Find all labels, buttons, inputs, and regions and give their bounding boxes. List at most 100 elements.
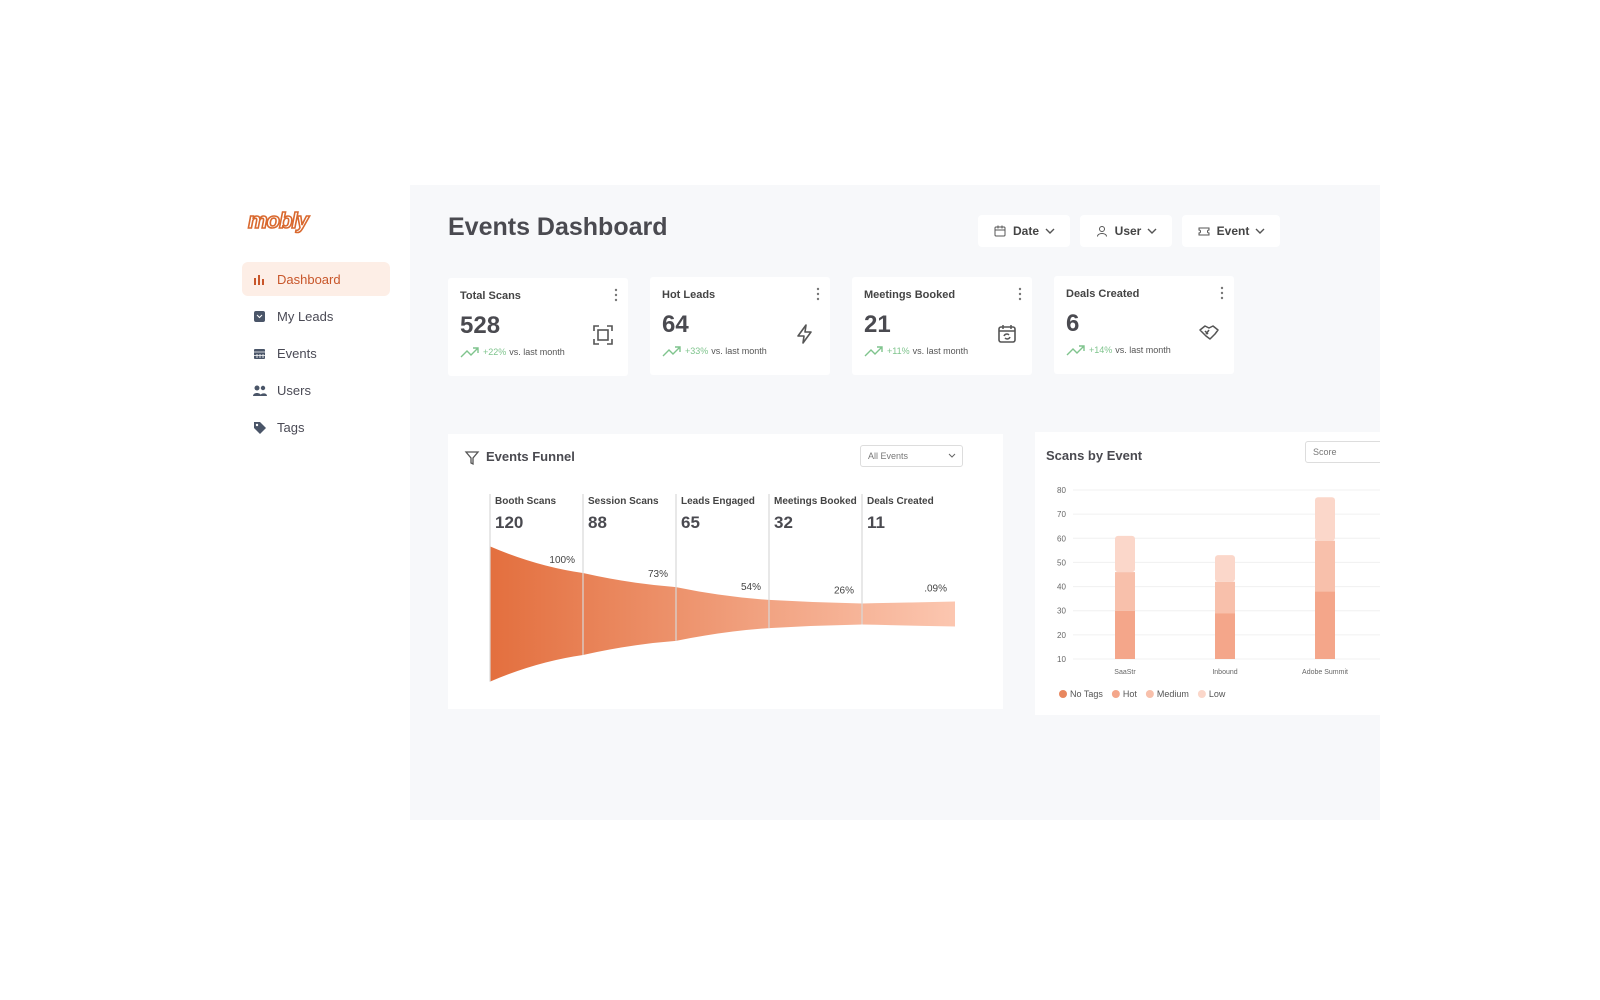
y-tick-label: 80 bbox=[1057, 486, 1066, 495]
change-note: vs. last month bbox=[912, 345, 969, 356]
select-text: Score bbox=[1313, 447, 1337, 457]
chevron bbox=[1045, 228, 1055, 234]
kebab-menu[interactable] bbox=[1018, 287, 1022, 301]
kpi-card: Hot Leads 64 +33% vs. last month bbox=[650, 277, 830, 376]
stage-name: Booth Scans bbox=[495, 496, 557, 507]
bar-segment bbox=[1315, 591, 1335, 659]
y-tick-label: 70 bbox=[1057, 510, 1066, 519]
filter-label: Date bbox=[1012, 224, 1039, 238]
score-select[interactable]: Score bbox=[1305, 441, 1380, 463]
trend-icon bbox=[1066, 345, 1085, 356]
nav-item[interactable]: Tags bbox=[242, 410, 390, 444]
change-value: +14% bbox=[1089, 344, 1113, 355]
chart-title: Scans by Event bbox=[1046, 448, 1143, 463]
stage-value: 120 bbox=[495, 513, 523, 532]
filter-label: Event bbox=[1216, 224, 1250, 238]
kpi-value: 528 bbox=[460, 312, 501, 339]
y-tick-label: 30 bbox=[1057, 607, 1066, 616]
change-note: vs. last month bbox=[711, 346, 767, 357]
chevron bbox=[1255, 228, 1265, 234]
nav-item[interactable]: My Leads bbox=[242, 299, 390, 333]
y-tick-label: 10 bbox=[1057, 655, 1066, 664]
funnel-segment bbox=[583, 573, 676, 655]
funnel-segment bbox=[769, 599, 862, 629]
legend-label: Hot bbox=[1123, 689, 1138, 699]
filter-icon bbox=[1198, 227, 1210, 236]
change-value: +33% bbox=[685, 346, 709, 357]
kpi-label: Meetings Booked bbox=[864, 288, 956, 301]
filter-button[interactable]: Event bbox=[1182, 215, 1280, 247]
funnel-panel: Events Funnel All Events Booth Scans 120 1… bbox=[448, 434, 1003, 709]
funnel-title: Events Funnel bbox=[486, 449, 575, 464]
main-panel: Events Dashboard Date User Event Total Sca… bbox=[410, 185, 1380, 820]
legend-label: Medium bbox=[1157, 689, 1189, 699]
change-value: +22% bbox=[483, 347, 507, 357]
funnel-select[interactable]: All Events bbox=[860, 445, 963, 467]
filter-button[interactable]: User bbox=[1080, 215, 1172, 247]
y-tick-label: 20 bbox=[1057, 631, 1066, 640]
nav-item[interactable]: Dashboard bbox=[242, 262, 390, 296]
kpi-icon bbox=[797, 324, 812, 345]
kebab-menu[interactable] bbox=[1220, 286, 1224, 300]
nav-label: Events bbox=[277, 345, 317, 361]
nav-label: Tags bbox=[277, 419, 305, 435]
filter-label: User bbox=[1114, 224, 1142, 238]
filter-icon bbox=[464, 451, 480, 466]
page-title: Events Dashboard bbox=[448, 213, 668, 241]
bar-segment bbox=[1115, 535, 1135, 573]
scans-panel: Scans by Event Score 10 20 30 40 50 60 70 80 Saa… bbox=[1035, 432, 1380, 715]
stage-name: Leads Engaged bbox=[681, 496, 755, 507]
bar-segment bbox=[1215, 555, 1235, 582]
nav-label: Dashboard bbox=[277, 271, 341, 287]
x-tick-label: Inbound bbox=[1212, 669, 1237, 676]
stage-percent: 73% bbox=[648, 569, 668, 580]
y-tick-label: 60 bbox=[1057, 534, 1066, 543]
y-tick-label: 50 bbox=[1057, 558, 1066, 567]
legend-swatch bbox=[1197, 690, 1206, 698]
kebab-menu[interactable] bbox=[816, 287, 820, 301]
chevron bbox=[948, 453, 956, 458]
change-note: vs. last month bbox=[1115, 344, 1171, 355]
kpi-label: Deals Created bbox=[1066, 287, 1140, 300]
nav-item[interactable]: Users bbox=[242, 373, 390, 407]
stage-name: Deals Created bbox=[867, 496, 934, 507]
change-note: vs. last month bbox=[509, 347, 565, 357]
kpi-label: Hot Leads bbox=[662, 289, 716, 302]
legend-swatch bbox=[1111, 690, 1120, 698]
stage-value: 32 bbox=[774, 513, 793, 532]
kpi-value: 6 bbox=[1066, 309, 1080, 337]
stage-name: Session Scans bbox=[588, 496, 659, 507]
kpi-label: Total Scans bbox=[460, 290, 521, 302]
select-text: All Events bbox=[868, 451, 909, 461]
nav-item[interactable]: Events bbox=[242, 336, 390, 370]
funnel-segment bbox=[862, 601, 955, 627]
stage-value: 65 bbox=[681, 513, 700, 532]
x-tick-label: SaaStr bbox=[1114, 669, 1136, 676]
kpi-icon bbox=[1199, 325, 1219, 340]
kpi-card: Total Scans 528 +22% vs. last month bbox=[448, 278, 628, 376]
kpi-change: +11% vs. last month bbox=[864, 345, 968, 357]
funnel-segment bbox=[490, 546, 583, 682]
stage-percent: 26% bbox=[834, 586, 854, 597]
kpi-icon bbox=[998, 324, 1016, 343]
filter-button[interactable]: Date bbox=[978, 215, 1070, 247]
stage-percent: .09% bbox=[924, 584, 947, 595]
stage-percent: 54% bbox=[741, 582, 761, 593]
kpi-card: Meetings Booked 21 +11% vs. last month bbox=[852, 276, 1032, 375]
stage-name: Meetings Booked bbox=[774, 496, 857, 507]
nav-icon bbox=[254, 310, 265, 322]
kebab-menu[interactable] bbox=[614, 288, 618, 302]
filter-icon bbox=[1096, 226, 1107, 237]
filter-icon bbox=[994, 225, 1006, 237]
kpi-change: +14% vs. last month bbox=[1066, 344, 1171, 356]
kpi-card: Deals Created 6 +14% vs. last month bbox=[1054, 275, 1234, 374]
x-tick-label: Adobe Summit bbox=[1302, 669, 1348, 676]
trend-icon bbox=[460, 347, 479, 358]
logo: mobly bbox=[247, 207, 309, 234]
kpi-icon bbox=[593, 325, 613, 345]
bar-chart: 10 20 30 40 50 60 70 80 SaaStr Inbound Adobe Summi… bbox=[1057, 486, 1380, 699]
legend-swatch bbox=[1059, 690, 1067, 698]
legend-label: No Tags bbox=[1070, 689, 1103, 699]
trend-icon bbox=[864, 345, 883, 357]
